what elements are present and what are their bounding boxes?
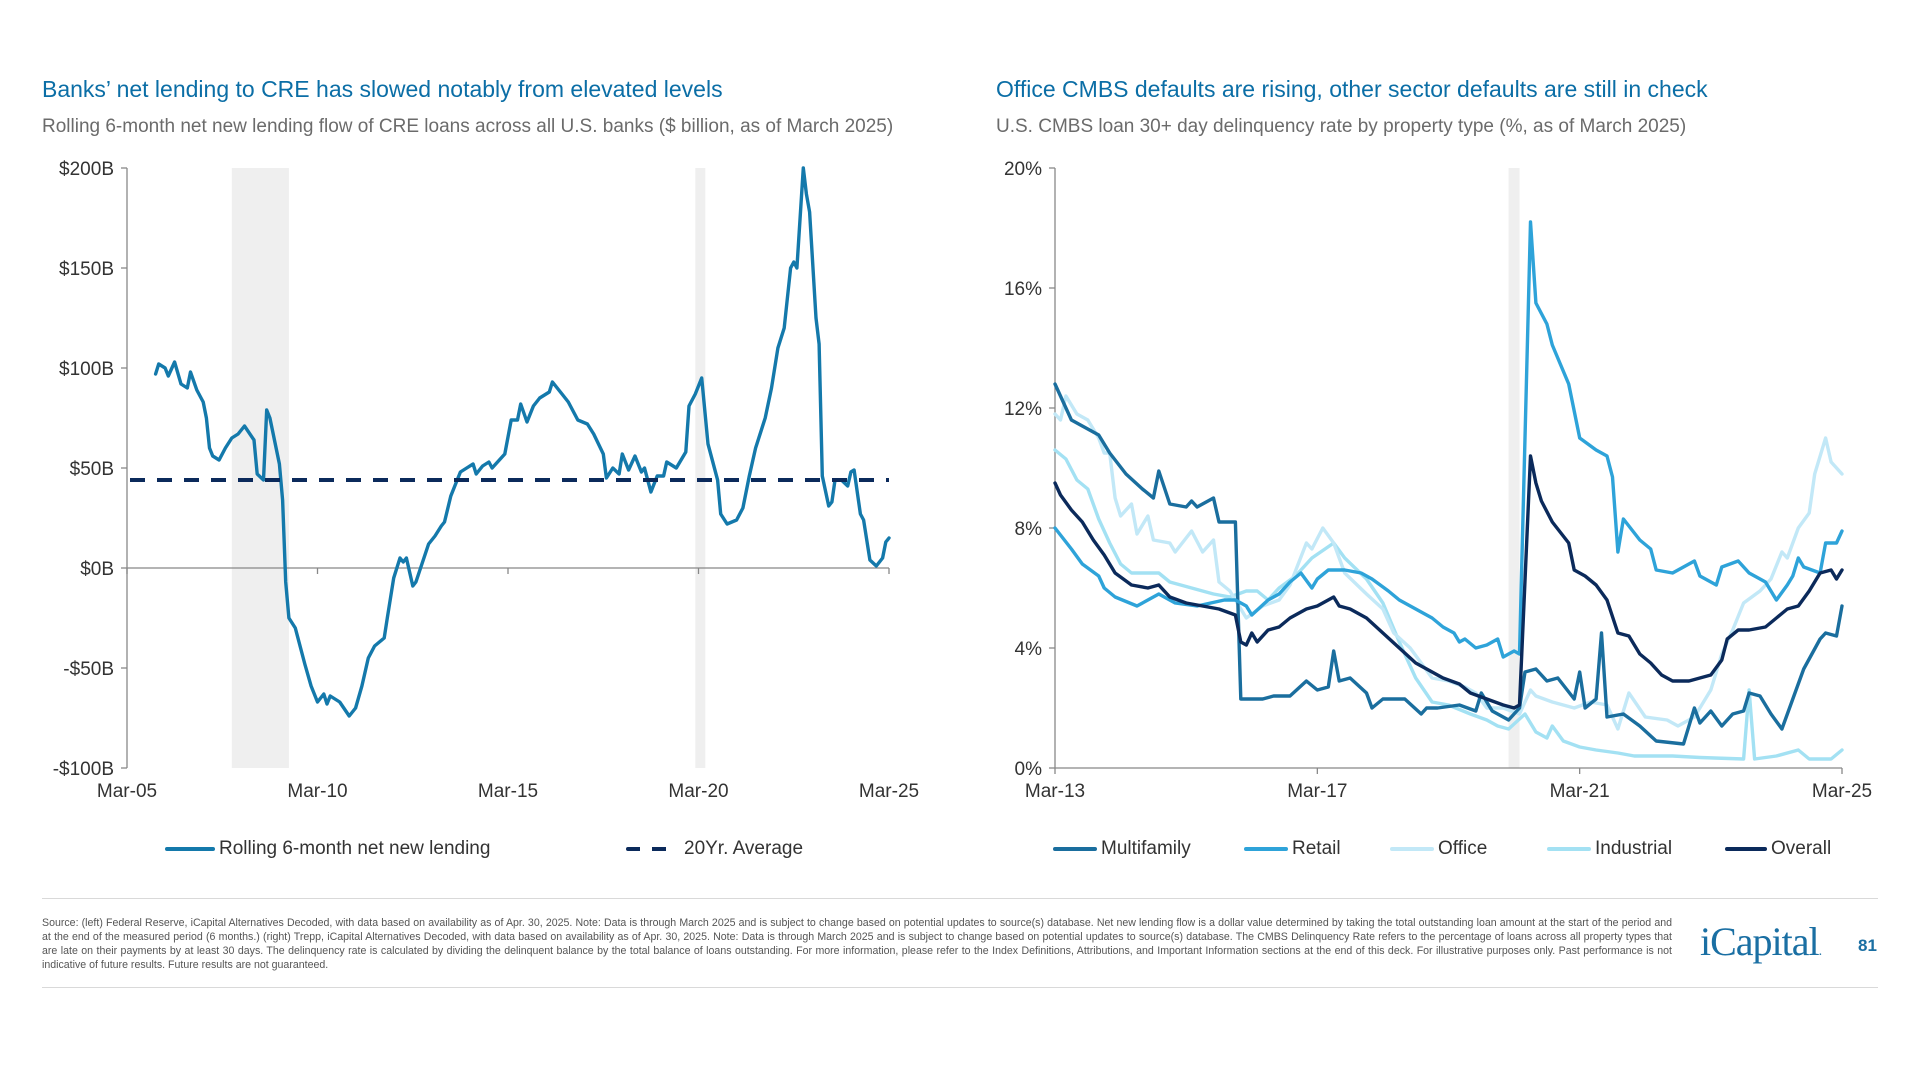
legend-label: Retail xyxy=(1292,838,1341,859)
left-y-tick-label: $100B xyxy=(59,359,114,380)
right-y-tick-label: 16% xyxy=(1004,279,1042,300)
series-line-retail xyxy=(1053,220,1844,659)
left-y-tick-label: $200B xyxy=(59,159,114,180)
icapital-logo: iCapital. xyxy=(1700,919,1822,964)
right-chart-title: Office CMBS defaults are rising, other s… xyxy=(996,76,1708,102)
legend-item-net-lending: Rolling 6-month net new lending xyxy=(165,838,490,860)
left-chart-title: Banks’ net lending to CRE has slowed not… xyxy=(42,76,723,102)
left-x-tick-label: Mar-20 xyxy=(668,781,728,802)
right-chart-subtitle: U.S. CMBS loan 30+ day delinquency rate … xyxy=(996,116,1687,137)
right-y-tick-label: 0% xyxy=(1015,759,1043,780)
legend-label: Office xyxy=(1438,838,1488,859)
right-y-tick-label: 4% xyxy=(1015,639,1043,660)
legend-swatch xyxy=(165,847,215,851)
left-x-tick-label: Mar-10 xyxy=(287,781,347,802)
left-chart-subtitle: Rolling 6-month net new lending flow of … xyxy=(42,116,894,137)
series-line-rolling-6-month-net-new-lending xyxy=(153,166,891,718)
right-y-tick-label: 20% xyxy=(1004,159,1042,180)
right-x-tick-label: Mar-25 xyxy=(1812,781,1872,802)
right-x-tick-label: Mar-21 xyxy=(1550,781,1610,802)
legend-label: Multifamily xyxy=(1101,838,1191,859)
logo-text: iCapital xyxy=(1700,919,1820,964)
right-y-tick-label: 8% xyxy=(1015,519,1043,540)
legend-label: 20Yr. Average xyxy=(684,838,804,859)
series-line-multifamily xyxy=(1053,382,1844,746)
legend-swatch xyxy=(1053,847,1097,851)
legend-swatch xyxy=(1390,847,1434,851)
left-y-tick-label: $150B xyxy=(59,259,114,280)
left-x-tick-label: Mar-25 xyxy=(859,781,919,802)
right-y-tick-label: 12% xyxy=(1004,399,1042,420)
legend-label: Overall xyxy=(1771,838,1832,859)
series-line-overall xyxy=(1053,454,1844,710)
right-shaded-period xyxy=(1508,168,1520,768)
legend-item-office: Office xyxy=(1390,838,1487,860)
legend-label: Industrial xyxy=(1595,838,1673,859)
left-x-tick-label: Mar-15 xyxy=(478,781,538,802)
page-number: 81 xyxy=(1858,936,1877,955)
series-line-industrial xyxy=(1053,448,1844,761)
left-y-tick-label: $0B xyxy=(80,559,114,580)
legend-swatch xyxy=(1244,847,1288,851)
legend-item-retail: Retail xyxy=(1244,838,1341,860)
left-shaded-period xyxy=(695,168,706,768)
legend-item-industrial: Industrial xyxy=(1547,838,1672,860)
legend-swatch xyxy=(1725,847,1767,851)
legend-item-overall: Overall xyxy=(1725,838,1831,860)
legend-item-multifamily: Multifamily xyxy=(1053,838,1191,860)
legend-swatch-dashed xyxy=(626,847,670,851)
source-footnote: Source: (left) Federal Reserve, iCapital… xyxy=(42,917,1672,971)
legend-swatch xyxy=(1547,847,1591,851)
right-x-tick-label: Mar-17 xyxy=(1287,781,1347,802)
right-x-tick-label: Mar-13 xyxy=(1025,781,1085,802)
legend-label: Rolling 6-month net new lending xyxy=(219,838,491,859)
footer-divider-top xyxy=(42,898,1878,899)
left-y-tick-label: -$50B xyxy=(63,659,114,680)
left-y-tick-label: $50B xyxy=(70,459,114,480)
legend-item-20yr-average: 20Yr. Average xyxy=(626,838,803,860)
left-y-tick-label: -$100B xyxy=(53,759,114,780)
footer-divider-bottom xyxy=(42,987,1878,988)
left-x-tick-label: Mar-05 xyxy=(97,781,157,802)
